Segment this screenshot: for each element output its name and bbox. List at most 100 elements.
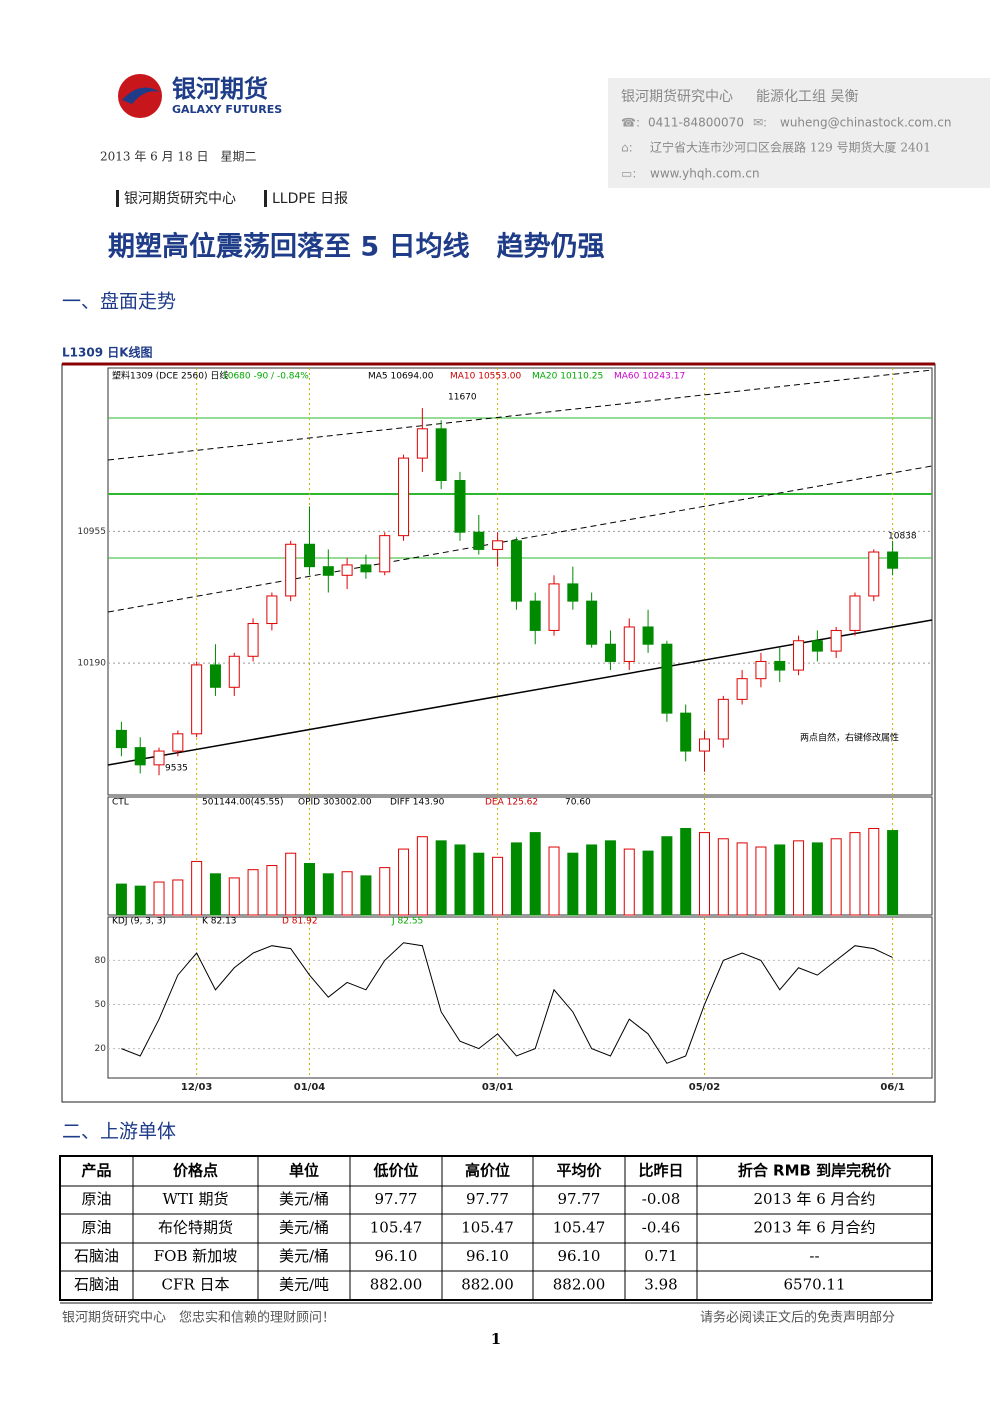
panel bbox=[107, 916, 933, 1079]
table-header: 价格点 bbox=[173, 1162, 218, 1180]
table-cell: WTI 期货 bbox=[162, 1190, 228, 1208]
table-cell: 97.77 bbox=[466, 1190, 509, 1208]
contact-web: www.yhqh.com.cn bbox=[650, 167, 760, 181]
panel-header: DIFF 143.90 bbox=[390, 798, 445, 808]
volume-bar bbox=[285, 852, 297, 916]
y-tick-label: 80 bbox=[95, 956, 107, 966]
table-cell: 3.98 bbox=[644, 1276, 677, 1294]
table-cell: CFR 日本 bbox=[162, 1276, 230, 1294]
panel-header: OPID 303002.00 bbox=[298, 798, 372, 808]
table-cell: 105.47 bbox=[461, 1219, 514, 1237]
candle-body bbox=[510, 540, 522, 602]
table-header: 高价位 bbox=[465, 1162, 510, 1180]
volume-bar bbox=[304, 863, 315, 916]
y-tick-label: 20 bbox=[95, 1044, 107, 1054]
table-cell: 美元/桶 bbox=[279, 1190, 329, 1208]
volume-bar bbox=[115, 883, 127, 916]
volume-bar bbox=[379, 867, 391, 916]
panel bbox=[107, 367, 933, 796]
volume-bar bbox=[586, 844, 598, 916]
table-cell: 石脑油 bbox=[74, 1247, 119, 1265]
annotation: 10838 bbox=[888, 532, 917, 542]
panel-header: D 81.92 bbox=[282, 917, 318, 927]
footer-right: 请务必阅读正文后的免责声明部分 bbox=[700, 1310, 895, 1326]
table-header: 产品 bbox=[81, 1162, 111, 1180]
table-header: 折合 RMB 到岸完税价 bbox=[738, 1162, 892, 1180]
panel-header: DEA 125.62 bbox=[485, 798, 538, 808]
k-line bbox=[121, 942, 893, 1064]
table-cell: 96.10 bbox=[466, 1247, 509, 1265]
volume-bar bbox=[398, 848, 410, 916]
candle-body bbox=[642, 626, 654, 645]
volume-bar bbox=[228, 877, 240, 916]
candle-body bbox=[680, 712, 692, 752]
candle-body bbox=[661, 643, 673, 714]
volume-bar bbox=[830, 838, 842, 916]
candle-body bbox=[134, 747, 146, 766]
panel-header: 501144.00(45.55) bbox=[202, 798, 283, 808]
volume-bar bbox=[567, 852, 579, 916]
volume-bar bbox=[529, 832, 541, 916]
x-tick-label: 05/02 bbox=[689, 1082, 721, 1093]
candle-body bbox=[172, 733, 184, 752]
logo-swoosh bbox=[122, 87, 160, 104]
volume-bar bbox=[209, 873, 221, 916]
panel-header: CTL bbox=[112, 798, 129, 808]
volume-bar bbox=[134, 885, 146, 916]
candle-body bbox=[322, 566, 334, 576]
bar bbox=[264, 190, 267, 207]
candle-body bbox=[793, 640, 805, 671]
icon: ✉: bbox=[753, 116, 767, 130]
panel-header: MA20 10110.25 bbox=[532, 372, 603, 382]
volume-bar bbox=[887, 830, 899, 916]
volume-bar bbox=[661, 836, 673, 916]
table-cell: 石脑油 bbox=[74, 1276, 119, 1294]
annotation: 两点自然，右键修改属性 bbox=[800, 732, 899, 744]
figure-caption: L1309 日K线图 bbox=[62, 345, 153, 360]
candle-body bbox=[341, 564, 353, 576]
annotation: 11670 bbox=[448, 393, 477, 403]
candle-body bbox=[473, 531, 485, 550]
volume-bar bbox=[717, 838, 729, 916]
candle-body bbox=[379, 535, 391, 573]
candle-body bbox=[115, 729, 127, 749]
volume-bar bbox=[473, 852, 485, 916]
volume-bar bbox=[736, 842, 748, 916]
table-cell: 6570.11 bbox=[783, 1276, 845, 1294]
volume-bar bbox=[755, 846, 767, 916]
x-tick-label: 06/1 bbox=[880, 1082, 905, 1093]
candle-body bbox=[623, 626, 635, 662]
table-cell: 882.00 bbox=[553, 1276, 606, 1294]
table-cell: FOB 新加坡 bbox=[154, 1247, 238, 1265]
candle-body bbox=[492, 540, 504, 550]
candle-body bbox=[435, 428, 447, 482]
candle-body bbox=[887, 551, 899, 569]
volume-bar bbox=[454, 844, 466, 916]
panel-header: KDJ (9, 3, 3) bbox=[112, 917, 166, 927]
volume-bar bbox=[642, 850, 654, 916]
breadcrumb: LLDPE 日报 bbox=[272, 191, 348, 207]
volume-bar bbox=[868, 827, 880, 916]
table-cell: 0.71 bbox=[644, 1247, 677, 1265]
candle-body bbox=[604, 643, 616, 662]
candle-body bbox=[228, 655, 240, 688]
contact-phone: 0411-84800070 bbox=[648, 116, 744, 130]
volume-bar bbox=[247, 869, 259, 916]
volume-bar bbox=[172, 879, 184, 916]
table-frame bbox=[59, 1155, 933, 1301]
candle-body bbox=[811, 640, 823, 652]
icon: ⌂: bbox=[621, 141, 633, 155]
volume-bar bbox=[153, 881, 165, 916]
candle-body bbox=[304, 543, 315, 568]
table-cell: 882.00 bbox=[370, 1276, 423, 1294]
title: 期塑高位震荡回落至 5 日均线 趋势仍强 bbox=[108, 231, 605, 263]
panel-header: MA5 10694.00 bbox=[368, 372, 434, 382]
candle-body bbox=[529, 600, 541, 631]
table-cell: 美元/桶 bbox=[279, 1247, 329, 1265]
volume-bar bbox=[416, 836, 428, 916]
volume-bar bbox=[435, 840, 447, 916]
page-number: 1 bbox=[491, 1330, 501, 1348]
volume-bar bbox=[849, 832, 861, 916]
y-tick-label: 10190 bbox=[77, 659, 106, 669]
candle-body bbox=[774, 660, 786, 671]
